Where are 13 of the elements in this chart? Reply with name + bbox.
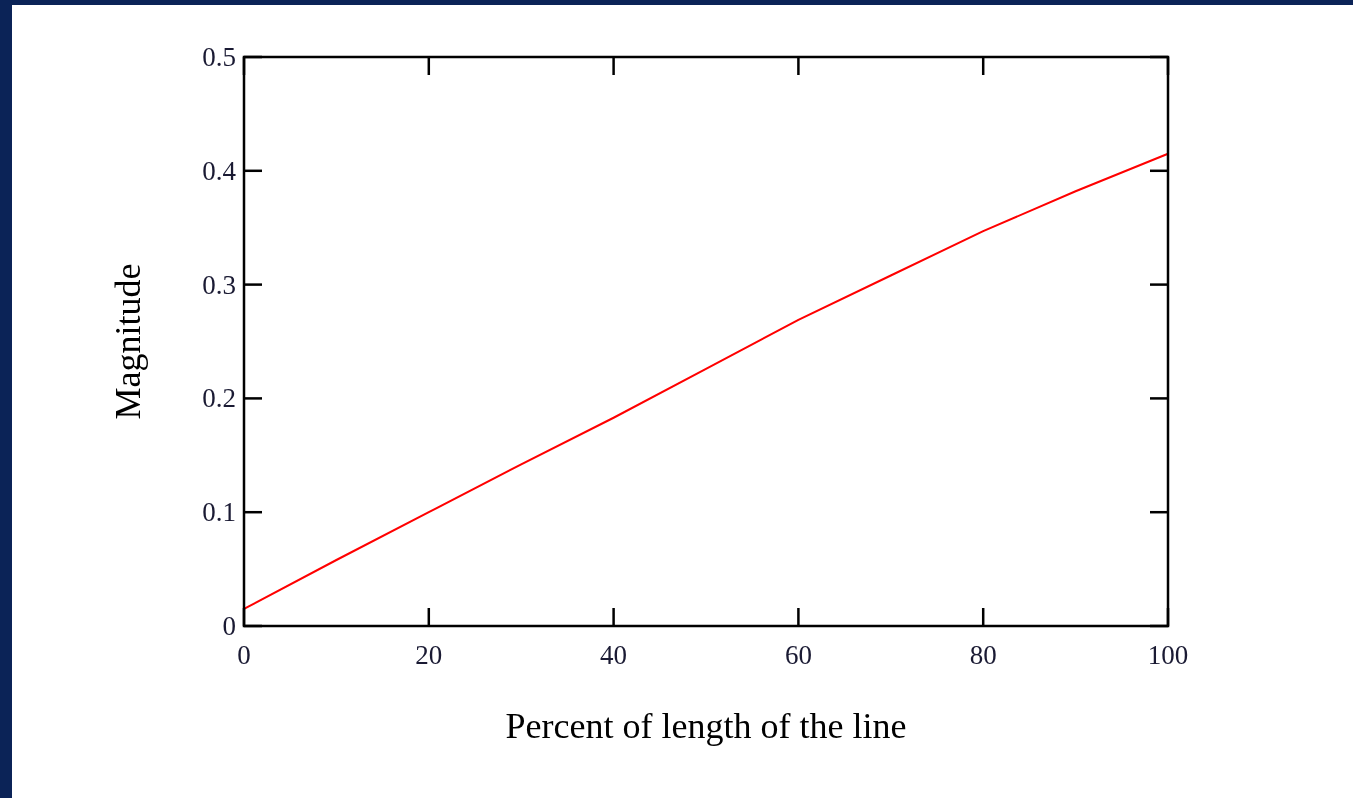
x-tick-label: 100 <box>1147 640 1189 670</box>
y-tick-label: 0.1 <box>202 497 236 528</box>
x-axis-title: Percent of length of the line <box>505 706 907 746</box>
x-tick-label: 20 <box>415 640 443 670</box>
y-tick-label: 0.5 <box>202 42 236 72</box>
x-tick-label: 80 <box>969 640 997 670</box>
x-tick-label: 40 <box>600 640 628 670</box>
y-tick-label: 0.2 <box>202 383 236 414</box>
x-tick-label: 60 <box>784 640 812 670</box>
y-tick-label: 0.4 <box>202 155 237 186</box>
y-tick-label: 0.3 <box>202 269 236 300</box>
y-tick-label: 0 <box>222 611 236 641</box>
y-axis-title: Magnitude <box>108 263 148 420</box>
